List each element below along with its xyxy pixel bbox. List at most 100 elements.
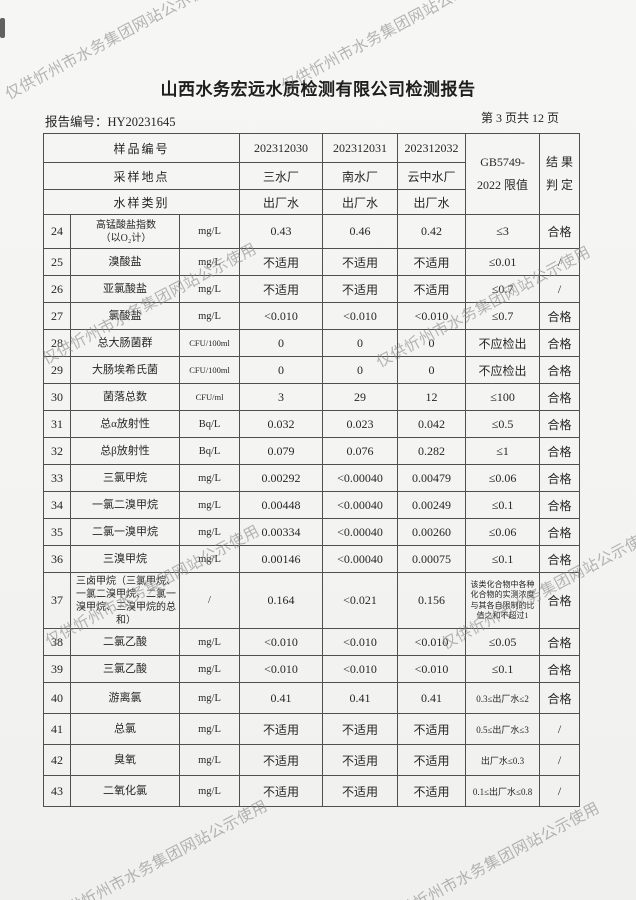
cell-parameter-name: 菌落总数 <box>70 383 180 411</box>
cell-value-2: 0.46 <box>322 214 399 249</box>
cell-unit: mg/L <box>178 302 241 330</box>
cell-result: 合格 <box>539 572 581 629</box>
cell-parameter-name: 氯酸盐 <box>70 302 180 330</box>
cell-row-number: 41 <box>43 713 71 745</box>
cell-row-number: 42 <box>43 744 71 776</box>
header-sample-id-1: 202312030 <box>239 133 324 163</box>
cell-result: / <box>539 744 581 776</box>
cell-result: 合格 <box>539 655 581 683</box>
cell-unit: mg/L <box>178 713 241 745</box>
cell-value-3: <0.010 <box>397 302 467 330</box>
cell-result: 合格 <box>539 410 581 438</box>
table-row: 31 总α放射性 Bq/L 0.032 0.023 0.042 ≤0.5 合格 <box>43 410 581 438</box>
cell-value-2: <0.010 <box>322 655 399 683</box>
cell-parameter-name: 亚氯酸盐 <box>70 275 180 303</box>
cell-row-number: 43 <box>43 775 71 807</box>
cell-result: 合格 <box>539 356 581 384</box>
cell-limit: ≤0.05 <box>465 628 541 656</box>
cell-value-1: 0.43 <box>239 214 324 249</box>
table-header: 样品编号 202312030 202312031 202312032 GB574… <box>42 133 581 215</box>
header-result-line2: 判 定 <box>546 178 574 192</box>
table-row: 35 二氯一溴甲烷 mg/L 0.00334 <0.00040 0.00260 … <box>43 518 581 546</box>
table-row: 28 总大肠菌群 CFU/100ml 0 0 0 不应检出 合格 <box>43 329 581 357</box>
cell-value-2: <0.00040 <box>322 491 399 519</box>
cell-limit: ≤0.7 <box>465 302 541 330</box>
header-limit: GB5749- 2022 限值 <box>465 133 541 215</box>
cell-value-3: 0 <box>397 356 467 384</box>
cell-value-1: 不适用 <box>239 775 324 807</box>
cell-value-3: 0.042 <box>397 410 467 438</box>
table-row: 34 一氯二溴甲烷 mg/L 0.00448 <0.00040 0.00249 … <box>43 491 581 519</box>
cell-row-number: 26 <box>43 275 71 303</box>
cell-parameter-name: 三卤甲烷（三氯甲烷、一氯二溴甲烷、二氯一溴甲烷、三溴甲烷的总和） <box>70 572 180 629</box>
header-location-3: 云中水厂 <box>397 162 467 190</box>
cell-limit: 0.5≤出厂水≤3 <box>465 713 541 745</box>
page-indicator: 第 3 页共 12 页 <box>481 111 560 125</box>
cell-parameter-name: 三氯乙酸 <box>70 655 180 683</box>
cell-value-2: 0 <box>322 356 399 384</box>
cell-row-number: 27 <box>43 302 71 330</box>
cell-value-2: 不适用 <box>322 248 399 276</box>
cell-value-3: 0.00479 <box>397 464 467 492</box>
table-row: 36 三溴甲烷 mg/L 0.00146 <0.00040 0.00075 ≤0… <box>43 545 581 573</box>
cell-unit: mg/L <box>178 518 241 546</box>
cell-value-3: 不适用 <box>397 248 467 276</box>
cell-value-1: 0.164 <box>239 572 324 629</box>
header-location-1: 三水厂 <box>239 162 324 190</box>
cell-limit: ≤1 <box>465 437 541 465</box>
cell-result: / <box>539 713 581 745</box>
cell-value-2: <0.00040 <box>322 545 399 573</box>
cell-unit: mg/L <box>178 275 241 303</box>
cell-value-2: 0.41 <box>322 682 399 714</box>
table-row: 38 二氯乙酸 mg/L <0.010 <0.010 <0.010 ≤0.05 … <box>43 628 581 656</box>
cell-limit: ≤0.7 <box>465 275 541 303</box>
cell-value-1: 0.00146 <box>239 545 324 573</box>
cell-parameter-name: 总β放射性 <box>70 437 180 465</box>
cell-value-3: 不适用 <box>397 275 467 303</box>
results-body: 24 高锰酸盐指数 （以O₂计） mg/L 0.43 0.46 0.42 ≤3 … <box>43 214 581 807</box>
cell-limit: 0.3≤出厂水≤2 <box>465 682 541 714</box>
cell-value-1: <0.010 <box>239 628 324 656</box>
cell-unit: mg/L <box>178 464 241 492</box>
cell-row-number: 40 <box>43 682 71 714</box>
cell-value-2: 29 <box>322 383 399 411</box>
cell-result: 合格 <box>539 464 581 492</box>
cell-limit: 0.1≤出厂水≤0.8 <box>465 775 541 807</box>
cell-value-2: 0.076 <box>322 437 399 465</box>
cell-limit: ≤0.5 <box>465 410 541 438</box>
cell-value-1: 不适用 <box>239 744 324 776</box>
cell-result: 合格 <box>539 518 581 546</box>
report-title: 山西水务宏远水质检测有限公司检测报告 <box>160 80 476 99</box>
header-sample-id-label: 样品编号 <box>42 133 241 163</box>
cell-value-1: 0 <box>239 329 324 357</box>
cell-value-1: 0.032 <box>239 410 324 438</box>
cell-value-1: 不适用 <box>239 713 324 745</box>
cell-value-1: 0.00334 <box>239 518 324 546</box>
cell-value-2: <0.010 <box>322 628 399 656</box>
header-sample-id-3: 202312032 <box>397 133 467 163</box>
table-row: 26 亚氯酸盐 mg/L 不适用 不适用 不适用 ≤0.7 / <box>43 275 581 303</box>
cell-unit: mg/L <box>178 545 241 573</box>
cell-limit: ≤0.01 <box>465 248 541 276</box>
cell-unit: CFU/100ml <box>178 329 241 357</box>
cell-limit: ≤0.06 <box>465 518 541 546</box>
cell-parameter-name: 溴酸盐 <box>70 248 180 276</box>
cell-value-2: 不适用 <box>322 275 399 303</box>
table-row: 39 三氯乙酸 mg/L <0.010 <0.010 <0.010 ≤0.1 合… <box>43 655 581 683</box>
cell-limit: 出厂水≤0.3 <box>465 744 541 776</box>
cell-parameter-name: 总氯 <box>70 713 180 745</box>
cell-row-number: 25 <box>43 248 71 276</box>
cell-value-1: 0.41 <box>239 682 324 714</box>
cell-row-number: 28 <box>43 329 71 357</box>
table-row: 37 三卤甲烷（三氯甲烷、一氯二溴甲烷、二氯一溴甲烷、三溴甲烷的总和） / 0.… <box>43 572 581 629</box>
cell-result: 合格 <box>539 329 581 357</box>
cell-limit: 该类化合物中各种化合物的实测浓度与其各自限制的比值之和不超过1 <box>465 572 541 629</box>
cell-value-2: 不适用 <box>322 744 399 776</box>
cell-unit: mg/L <box>178 628 241 656</box>
cell-unit: mg/L <box>178 248 241 276</box>
cell-limit: 不应检出 <box>465 329 541 357</box>
table-row: 27 氯酸盐 mg/L <0.010 <0.010 <0.010 ≤0.7 合格 <box>43 302 581 330</box>
report-number: 报告编号：HY20231645 <box>45 115 176 129</box>
cell-result: / <box>539 248 581 276</box>
cell-value-3: 不适用 <box>397 775 467 807</box>
